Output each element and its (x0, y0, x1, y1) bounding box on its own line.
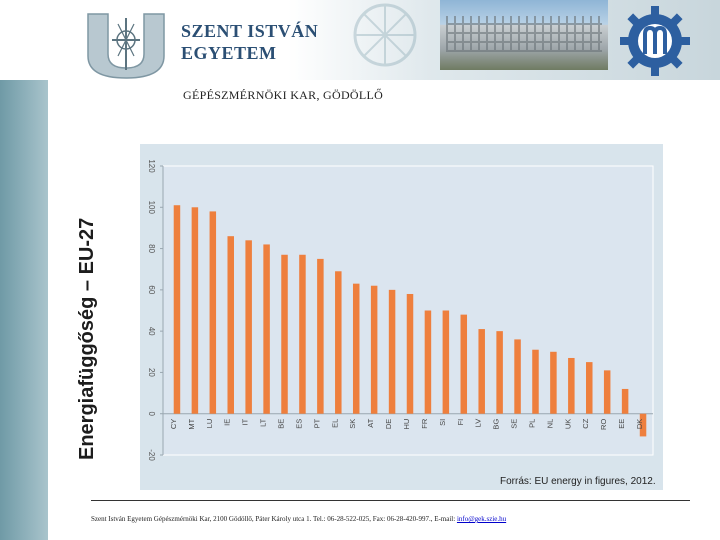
x-tick-label: SK (348, 419, 357, 429)
x-tick-label: SE (510, 419, 519, 429)
bar-lt (263, 244, 270, 414)
x-tick-label: DE (384, 419, 393, 429)
x-tick-label: LT (259, 418, 268, 427)
footer-text: Szent István Egyetem Gépészmérnöki Kar, … (91, 515, 506, 523)
x-tick-label: SI (438, 419, 447, 426)
footer-address: Szent István Egyetem Gépészmérnöki Kar, … (91, 515, 457, 523)
x-tick-label: IT (241, 418, 250, 425)
x-tick-label: FI (456, 419, 465, 426)
bar-mt (191, 207, 199, 414)
footer-email-link[interactable]: info@gek.szie.hu (456, 515, 507, 523)
x-tick-label: NL (545, 419, 554, 429)
x-tick-label: IE (223, 419, 232, 426)
bar-chart: -20 0 20 40 60 80 100 120 CY MT LU IE IT LT BE ES PT EL SK… (147, 159, 654, 461)
x-tick-label: BE (277, 419, 286, 429)
bar-fi (460, 314, 468, 414)
university-name: SZENT ISTVÁN EGYETEM (181, 20, 318, 64)
x-tick-label: ES (294, 419, 303, 429)
bar-cy (173, 205, 181, 414)
faculty-name: GÉPÉSZMÉRNÖKI KAR, GÖDÖLLŐ (183, 88, 384, 102)
bar-ie (227, 236, 234, 414)
bar-lv (478, 329, 485, 414)
x-tick-label: PL (527, 419, 536, 428)
bar-dk (639, 413, 647, 437)
bar-it (245, 240, 252, 414)
x-tick-label: RO (599, 419, 608, 430)
y-tick-label: 120 (147, 159, 156, 173)
bar-nl (550, 351, 557, 414)
y-tick-label: 0 (147, 411, 156, 416)
x-tick-label: HU (402, 419, 411, 430)
bar-pt (317, 258, 324, 414)
bar-ro (603, 370, 611, 414)
bar-ee (621, 388, 629, 414)
decorative-wheel-icon (353, 3, 417, 67)
bar-lu (209, 211, 217, 414)
bar-fr (424, 310, 432, 414)
x-tick-label: MT (187, 418, 196, 429)
y-tick-label: 20 (147, 368, 156, 377)
bar-el (335, 271, 342, 414)
source-note: Forrás: EU energy in figures, 2012. (500, 476, 656, 487)
x-tick-label: LV (474, 419, 483, 428)
x-tick-label: DK (635, 419, 644, 429)
left-decor-bar (0, 80, 48, 540)
x-tick-label: FR (420, 418, 429, 429)
x-tick-label: AT (366, 418, 375, 427)
bar-uk (568, 357, 575, 414)
y-tick-label: 80 (147, 244, 156, 253)
x-tick-label: EE (617, 419, 626, 429)
x-tick-label: PT (312, 418, 321, 428)
x-tick-label: CZ (581, 418, 590, 428)
x-tick-label: UK (563, 419, 572, 429)
footer-divider (91, 500, 690, 501)
bar-de (388, 289, 396, 414)
bar-sk (352, 283, 360, 414)
bar-se (514, 339, 521, 414)
bar-es (299, 254, 306, 414)
bar-at (370, 285, 378, 414)
x-tick-label: EL (330, 419, 339, 428)
y-tick-label: 100 (147, 201, 156, 215)
x-tick-label: BG (492, 419, 501, 430)
university-name-line2: EGYETEM (181, 43, 277, 63)
y-tick-label: 40 (147, 327, 156, 336)
bar-pl (532, 349, 539, 414)
y-tick-label: 60 (147, 285, 156, 294)
bar-cz (586, 362, 593, 414)
x-tick-label: CY (169, 419, 178, 429)
x-tick-label: LU (205, 419, 214, 429)
building-windows (446, 16, 602, 52)
bar-bg (496, 331, 503, 414)
university-crest-icon (87, 13, 165, 79)
gear-logo-icon (620, 6, 690, 76)
y-tick-label: -20 (147, 449, 156, 461)
slide-title: Energiafüggőség – EU-27 (76, 217, 98, 460)
bar-be (281, 254, 288, 414)
university-name-line1: SZENT ISTVÁN (181, 21, 319, 41)
bar-hu (406, 293, 414, 414)
bar-si (442, 310, 450, 414)
